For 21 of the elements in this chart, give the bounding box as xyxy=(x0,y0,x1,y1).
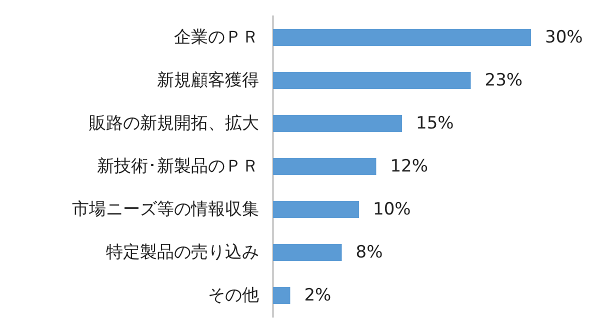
data-label: 23% xyxy=(484,70,523,90)
data-label: 10% xyxy=(373,200,411,220)
y-tick-label: 特定製品の売り込み xyxy=(106,242,259,262)
y-tick-label: その他 xyxy=(208,286,259,306)
bar xyxy=(273,287,290,304)
bar xyxy=(273,115,402,132)
y-tick-label: 企業のＰＲ xyxy=(174,28,259,48)
data-label: 15% xyxy=(416,114,454,134)
bar xyxy=(273,201,359,218)
y-tick-label: 新技術･新製品のＰＲ xyxy=(97,156,259,176)
bar xyxy=(273,244,342,261)
data-label: 12% xyxy=(390,156,428,176)
data-label: 30% xyxy=(545,28,583,48)
bar xyxy=(273,158,376,175)
y-tick-label: 新規顧客獲得 xyxy=(157,70,259,90)
y-tick-label: 販路の新規開拓、拡大 xyxy=(89,114,259,134)
bar xyxy=(273,72,471,89)
data-label: 2% xyxy=(304,286,332,306)
data-label: 8% xyxy=(356,242,383,262)
y-tick-label: 市場ニーズ等の情報収集 xyxy=(72,200,259,220)
bar xyxy=(273,29,531,46)
